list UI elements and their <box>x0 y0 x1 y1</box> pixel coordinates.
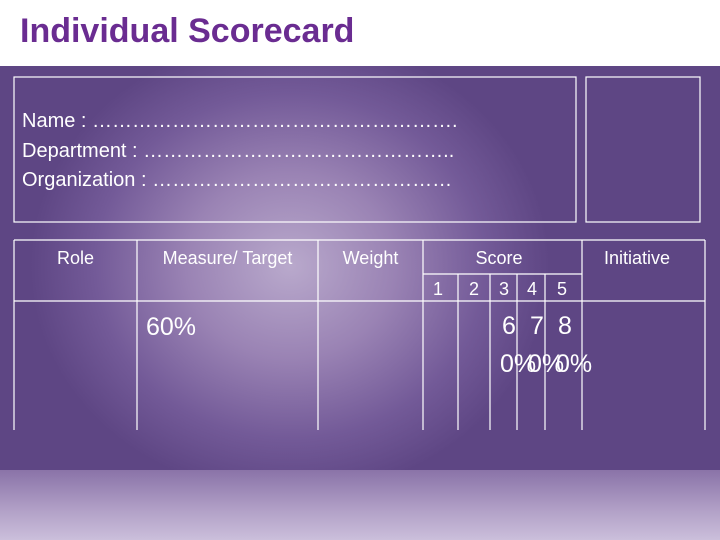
organization-field: Organization : ……………………………………… <box>22 169 453 191</box>
department-field: Department : ……………………………………….. <box>22 140 455 162</box>
score-level: 2 <box>468 279 479 299</box>
score-level: 1 <box>432 279 443 299</box>
score-level: 3 <box>498 279 509 299</box>
score-level: 4 <box>526 279 537 299</box>
column-header: Score <box>475 248 523 268</box>
column-header: Weight <box>342 248 399 268</box>
score-value: 80% <box>556 312 592 378</box>
score-value: 70% <box>528 312 564 378</box>
slide-title: Individual Scorecard <box>20 12 355 50</box>
column-header: Measure/ Target <box>162 248 293 268</box>
name-field: Name : ………………………………………………. <box>22 110 458 132</box>
score-value: 60% <box>500 312 536 378</box>
measure-target: 60% <box>146 313 197 341</box>
background <box>0 66 720 540</box>
column-header: Initiative <box>603 248 671 268</box>
info-box <box>13 76 577 223</box>
score-level: 5 <box>556 279 567 299</box>
photo-box <box>585 76 701 223</box>
background-wave <box>0 470 720 540</box>
column-header: Role <box>56 248 95 268</box>
